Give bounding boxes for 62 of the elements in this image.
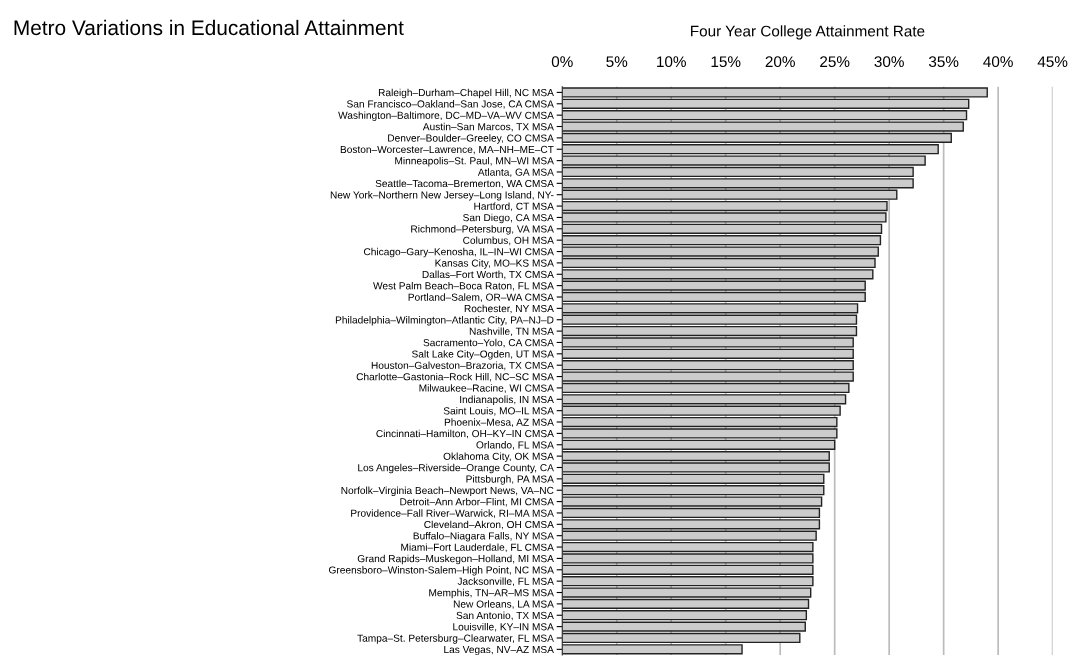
y-tick-label: Chicago–Gary–Kenosha, IL–IN–WI CMSA [363,247,554,258]
y-tick-label: Greensboro–Winston-Salem–High Point, NC MSA [329,566,554,576]
y-tick-label: Providence–Fall River–Warwick, RI–MA MSA [351,509,554,518]
y-tick-label: San Francisco–Oakland–San Jose, CA CMSA [347,100,554,109]
y-tick-label: Columbus, OH MSA [463,236,554,246]
y-tick-label: Sacramento–Yolo, CA CMSA [423,338,554,348]
y-tick-label: Richmond–Petersburg, VA MSA [411,225,554,235]
y-tick-label: Salt Lake City–Ogden, UT MSA [411,350,554,360]
y-tick-label: Seattle–Tacoma–Bremerton, WA CMSA [375,179,554,189]
x-tick-label: 35% [928,56,959,68]
y-tick-label: Dallas–Fort Worth, TX CMSA [422,270,554,280]
y-tick-label: Austin–San Marcos, TX MSA [422,122,554,132]
y-tick-label: Los Angeles–Riverside–Orange County, CA [358,463,554,474]
x-tick-label: 10% [657,56,686,68]
y-tick-label: New York–Northern New Jersey–Long Island, NY- [330,191,554,201]
y-tick-label: Cincinnati–Hamilton, OH–KY–IN CMSA [376,429,554,439]
x-tick-label: 40% [983,56,1013,68]
y-tick-label: San Antonio, TX MSA [456,611,554,621]
y-tick-label: West Palm Beach–Boca Raton, FL MSA [373,281,554,291]
y-tick-label: Cleveland–Akron, OH CMSA [424,520,554,530]
y-tick-label: Minneapolis–St. Paul, MN–WI MSA [395,156,554,167]
text: Metro Variations in Educational Attainment [14,19,404,36]
y-tick-label: Jacksonville, FL MSA [457,577,554,587]
y-tick-label: Hartford, CT MSA [474,202,554,212]
x-tick-label: 5% [606,56,628,68]
y-tick-label: Las Vegas, NV–AZ MSA [444,645,554,656]
x-tick-label: 45% [1037,56,1068,68]
y-tick-label: Phoenix–Mesa, AZ MSA [444,418,554,427]
y-tick-label: Detroit–Ann Arbor–Flint, MI CMSA [400,497,554,507]
y-tick-label: Buffalo–Niagara Falls, NY MSA [413,532,554,542]
x-tick-label: 15% [711,56,741,68]
y-tick-label: Houston–Galveston–Brazoria, TX CMSA [371,361,554,371]
y-tick-label: Milwaukee–Racine, WI CMSA [419,384,554,393]
y-tick-label: Indianapolis, IN MSA [460,395,554,406]
y-tick-label: Memphis, TN–AR–MS MSA [429,588,554,599]
y-tick-label: Denver–Boulder–Greeley, CO CMSA [388,134,554,144]
y-tick-label: Norfolk–Virginia Beach–Newport News, VA–NC [341,486,554,496]
y-tick-label: Atlanta, GA MSA [477,168,554,177]
x-tick-label: 30% [874,56,904,68]
y-tick-label: New Orleans, LA MSA [453,600,554,609]
y-tick-label: Saint Louis, MO–IL MSA [443,406,554,416]
y-tick-label: Portland–Salem, OR–WA CMSA [408,293,554,302]
y-tick-label: Pittsburgh, PA MSA [466,475,554,485]
y-tick-label: Washington–Baltimore, DC–MD–VA–WV CMSA [338,111,554,121]
x-tick-label: 25% [820,56,850,68]
y-tick-label: Philadelphia–Wilmington–Atlantic City, PA–NJ–D [335,316,554,326]
y-tick-label: Charlotte–Gastonia–Rock Hill, NC–SC MSA [356,372,554,382]
y-tick-label: Boston–Worcester–Lawrence, MA–NH–ME–CT [340,145,554,155]
y-tick-label: Nashville, TN MSA [469,327,554,337]
x-tick-label: 0% [551,56,573,68]
y-tick-label: Oklahoma City, OK MSA [443,452,554,462]
y-tick-label: Rochester, NY MSA [464,304,554,314]
y-tick-label: Raleigh–Durham–Chapel Hill, NC MSA [378,88,554,99]
y-tick-label: Grand Rapids–Muskegon–Holland, MI MSA [357,554,554,565]
y-tick-label: Kansas City, MO–KS MSA [435,259,554,269]
y-tick-label: Miami–Fort Lauderdale, FL CMSA [401,543,554,553]
y-tick-label: San Diego, CA MSA [463,213,554,224]
y-tick-label: Louisville, KY–IN MSA [453,622,554,632]
x-axis-title: Four Year College Attainment Rate [691,25,925,40]
x-tick-label: 20% [765,56,795,68]
y-tick-label: Orlando, FL MSA [476,441,554,450]
y-tick-label: Tampa–St. Petersburg–Clearwater, FL MSA [357,634,554,644]
